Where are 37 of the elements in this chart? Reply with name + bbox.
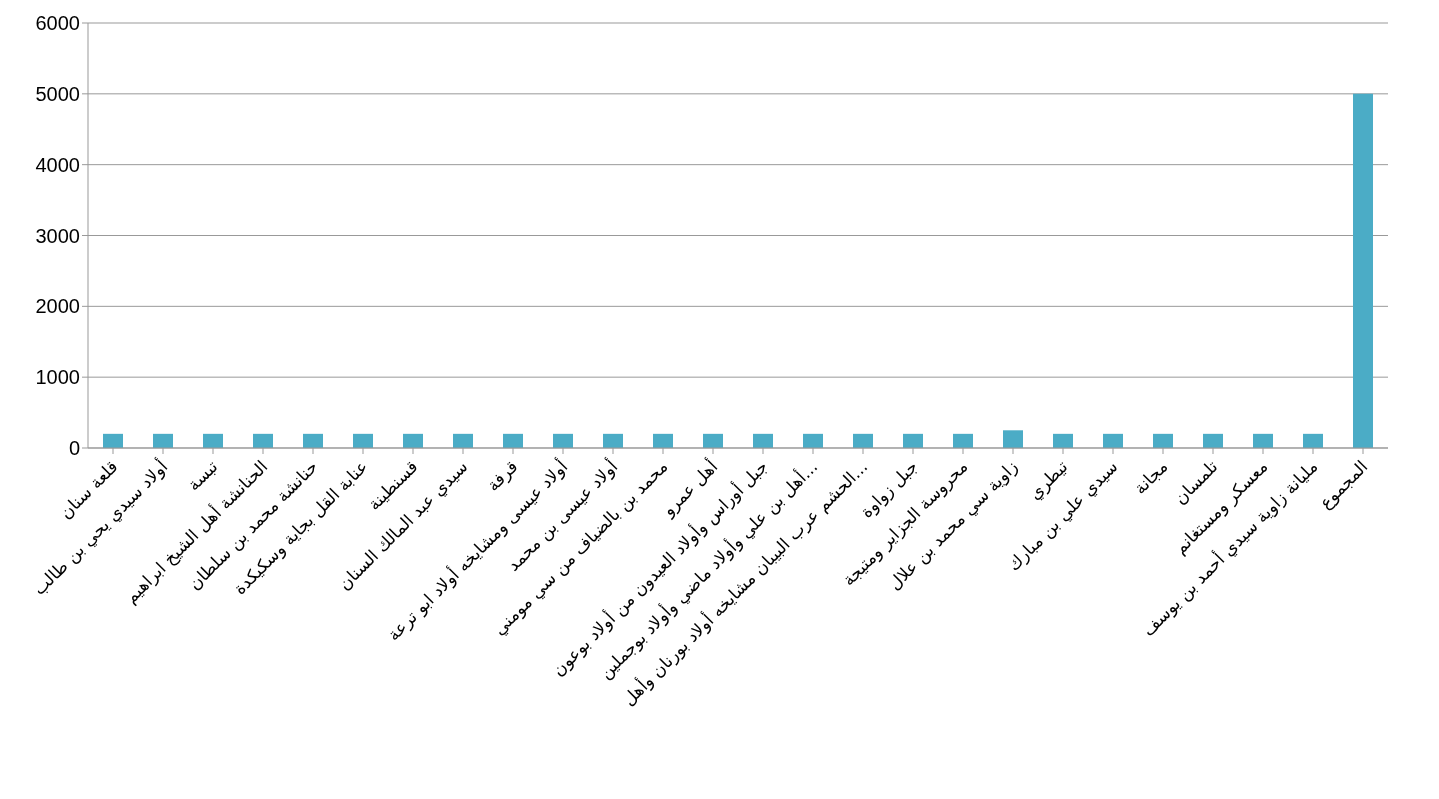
x-tick-label: تبسة bbox=[183, 456, 222, 495]
x-tick-label: قرفة bbox=[482, 456, 522, 496]
bar bbox=[1303, 433, 1323, 448]
bar bbox=[903, 433, 923, 448]
y-tick-label: 5000 bbox=[35, 82, 80, 105]
bar bbox=[753, 433, 773, 448]
y-tick-label: 1000 bbox=[35, 366, 80, 389]
bar bbox=[503, 433, 523, 448]
bar bbox=[1153, 433, 1173, 448]
bar bbox=[803, 433, 823, 448]
bar bbox=[1353, 93, 1373, 448]
bar bbox=[453, 433, 473, 448]
y-tick-label: 6000 bbox=[35, 12, 80, 35]
y-tick-label: 3000 bbox=[35, 224, 80, 247]
bar bbox=[403, 433, 423, 448]
bar bbox=[653, 433, 673, 448]
bar bbox=[1253, 433, 1273, 448]
x-tick-label: مجانة bbox=[1129, 456, 1172, 499]
bar bbox=[353, 433, 373, 448]
bar bbox=[603, 433, 623, 448]
bar bbox=[703, 433, 723, 448]
bar bbox=[953, 433, 973, 448]
bar bbox=[1053, 433, 1073, 448]
bar bbox=[303, 433, 323, 448]
y-tick-label: 0 bbox=[68, 437, 80, 460]
bar bbox=[103, 433, 123, 448]
x-tick-label: تلمسان bbox=[1169, 456, 1222, 508]
bar bbox=[553, 433, 573, 448]
bar bbox=[253, 433, 273, 448]
bar bbox=[1203, 433, 1223, 448]
y-tick-label: 2000 bbox=[35, 295, 80, 318]
bar bbox=[853, 433, 873, 448]
bar bbox=[1103, 433, 1123, 448]
bar bbox=[153, 433, 173, 448]
y-tick-label: 4000 bbox=[35, 153, 80, 176]
bar bbox=[1003, 430, 1023, 448]
bar bbox=[203, 433, 223, 448]
